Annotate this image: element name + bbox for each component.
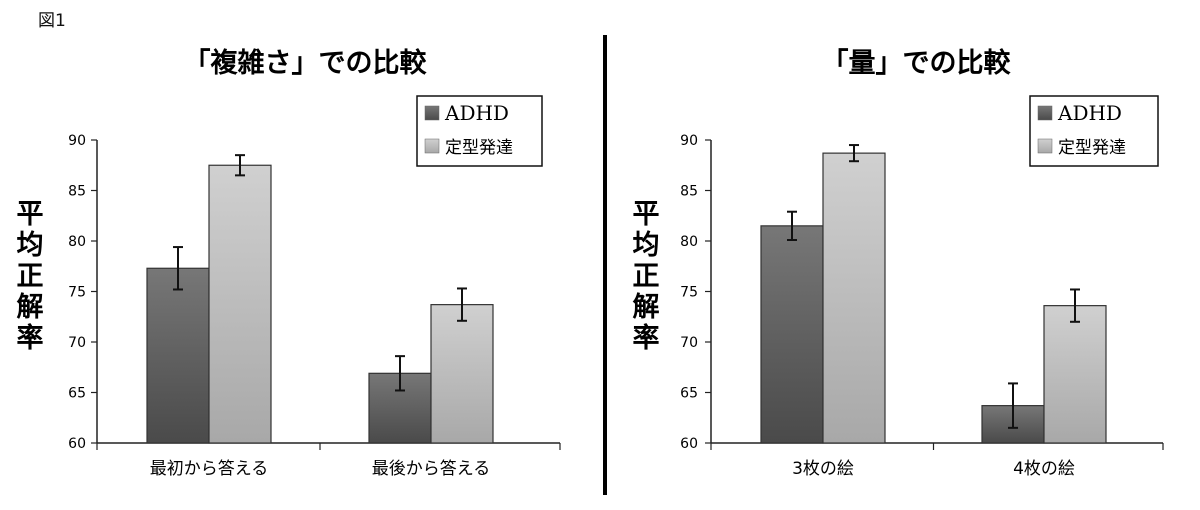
y-tick-label: 60 [68, 436, 86, 452]
y-tick-label: 60 [680, 436, 698, 452]
legend-label: 定型発達 [445, 138, 513, 158]
y-tick-label: 80 [68, 234, 86, 250]
y-tick-label: 90 [68, 133, 86, 149]
x-category-label: 最後から答える [372, 459, 491, 479]
x-category-label: 4枚の絵 [1013, 459, 1075, 479]
y-tick-label: 65 [680, 386, 698, 402]
y-tick-label: 65 [68, 386, 86, 402]
y-tick-label: 75 [68, 285, 86, 301]
y-tick-label: 75 [680, 285, 698, 301]
chart-title: 「複雑さ」での比較 [184, 47, 428, 79]
legend-swatch [424, 138, 440, 154]
y-axis-label: 平均正解率 [633, 199, 660, 354]
bar-adhd-0 [760, 225, 824, 444]
figure-label: 図1 [38, 11, 66, 31]
legend-swatch [424, 105, 440, 121]
y-tick-label: 90 [680, 133, 698, 149]
legend-swatch [1037, 105, 1053, 121]
y-tick-label: 85 [68, 184, 86, 200]
legend-swatch [1037, 138, 1053, 154]
y-tick-label: 80 [680, 234, 698, 250]
bar-typical-0 [822, 152, 886, 444]
y-tick-label: 85 [680, 184, 698, 200]
bar-adhd-0 [146, 267, 210, 444]
legend-label: ADHD [444, 101, 509, 125]
chart-title: 「量」での比較 [822, 47, 1012, 79]
bar-typical-1 [1043, 305, 1107, 444]
bar-typical-0 [208, 164, 272, 444]
legend-label: 定型発達 [1058, 138, 1126, 158]
legend-label: ADHD [1057, 101, 1122, 125]
x-category-label: 最初から答える [150, 459, 269, 479]
y-tick-label: 70 [680, 335, 698, 351]
x-category-label: 3枚の絵 [792, 459, 854, 479]
y-axis-label: 平均正解率 [17, 199, 44, 354]
y-tick-label: 70 [68, 335, 86, 351]
bar-typical-1 [430, 304, 494, 444]
